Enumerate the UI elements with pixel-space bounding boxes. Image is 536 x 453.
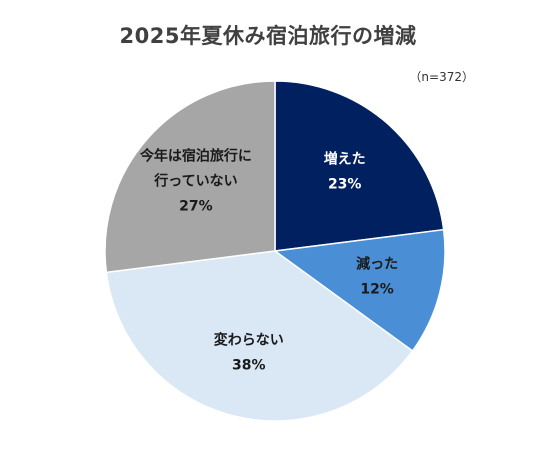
slice-value-label: 23%: [328, 176, 362, 192]
sample-size-note: （n=372）: [409, 70, 474, 84]
slice-category-label: 今年は宿泊旅行に: [139, 147, 252, 164]
slice-value-label: 12%: [360, 282, 394, 298]
pie-slice: [273, 228, 446, 352]
pie-slice: [105, 250, 414, 422]
slice-category-label: 行っていない: [153, 172, 237, 189]
slice-category-label: 変わらない: [214, 332, 284, 349]
pie-slice: [274, 80, 445, 252]
slice-category-label: 増えた: [324, 150, 366, 167]
slice-category-label: 減った: [356, 256, 398, 273]
slice-value-label: 27%: [179, 198, 213, 214]
slice-value-label: 38%: [232, 358, 266, 374]
chart-title: 2025年夏休み宿泊旅行の増減: [119, 24, 417, 48]
pie-slice: [104, 80, 276, 274]
